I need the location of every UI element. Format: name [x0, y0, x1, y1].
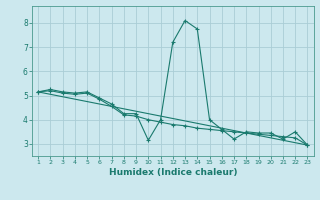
X-axis label: Humidex (Indice chaleur): Humidex (Indice chaleur) — [108, 168, 237, 177]
